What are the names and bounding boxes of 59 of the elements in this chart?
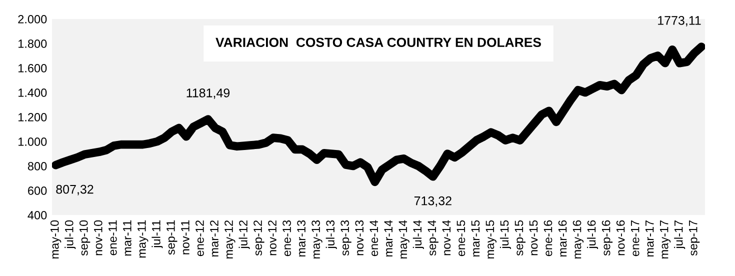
x-tick-label: jul-16: [587, 220, 598, 250]
x-tick-label: sep-14: [428, 220, 438, 256]
x-tick-label: ene-12: [196, 220, 204, 256]
y-tick-label: 400: [28, 211, 47, 220]
x-tick-label: mar-17: [646, 220, 654, 256]
x-tick-label: mar-15: [471, 220, 480, 256]
x-tick-label: may-15: [486, 220, 496, 258]
x-tick-label: mar-16: [558, 220, 567, 256]
x-tick-label: ene-16: [544, 220, 552, 256]
data-label: 807,32: [56, 184, 94, 196]
x-tick-label: mar-14: [384, 220, 393, 256]
x-tick-label: may-13: [312, 220, 322, 258]
x-tick-label: sep-12: [254, 220, 264, 256]
x-tick-label: may-11: [138, 220, 148, 258]
x-tick-label: jul-12: [238, 220, 250, 250]
x-tick-label: nov-11: [181, 220, 190, 254]
y-tick-label: 1.400: [18, 88, 47, 97]
x-tick-label: jul-14: [412, 220, 424, 250]
x-tick-label: jul-11: [152, 220, 163, 248]
x-tick-label: nov-14: [442, 220, 451, 256]
x-tick-label: ene-11: [108, 220, 117, 256]
x-tick-label: may-12: [224, 220, 236, 258]
x-tick-label: sep-11: [166, 220, 178, 255]
x-tick-label: nov-12: [268, 220, 276, 256]
x-tick-label: may-17: [660, 220, 671, 258]
x-tick-label: mar-11: [123, 220, 132, 256]
x-tick-label: mar-12: [210, 220, 218, 256]
x-tick-label: ene-13: [282, 220, 291, 256]
x-tick-label: nov-15: [529, 220, 538, 256]
x-tick-label: jul-15: [500, 220, 511, 250]
x-tick-label: nov-13: [355, 220, 364, 256]
x-tick-label: jul-10: [64, 220, 76, 250]
y-tick-label: 800: [28, 162, 47, 170]
x-tick-label: jul-17: [674, 220, 686, 250]
x-tick-label: nov-10: [94, 220, 102, 256]
text: VARIACION COSTO CASA COUNTRY EN DOLARES: [216, 38, 541, 48]
y-tick-label: 2.000: [18, 15, 47, 24]
x-tick-label: sep-15: [514, 220, 526, 256]
x-tick-label: may-14: [398, 220, 410, 258]
x-tick-label: sep-13: [340, 220, 352, 256]
y-tick-label: 1.200: [18, 113, 47, 122]
x-tick-label: ene-17: [631, 220, 640, 256]
x-tick-label: sep-17: [689, 220, 700, 256]
y-tick-label: 600: [28, 186, 47, 195]
y-tick-label: 1.800: [18, 40, 47, 48]
x-tick-label: nov-16: [616, 220, 625, 256]
x-tick-label: ene-15: [456, 220, 466, 256]
x-tick-label: may-16: [572, 220, 584, 258]
x-tick-label: may-10: [50, 220, 62, 258]
x-tick-label: ene-14: [370, 220, 378, 256]
y-tick-label: 1.600: [18, 64, 47, 72]
data-label: 713,32: [414, 196, 452, 207]
x-tick-label: mar-13: [297, 220, 306, 256]
data-label: 1773,11: [658, 16, 701, 26]
x-tick-label: sep-10: [79, 220, 90, 256]
data-label: 1181,49: [186, 88, 230, 99]
x-tick-label: sep-16: [602, 220, 613, 256]
y-tick-label: 1.000: [18, 138, 47, 146]
x-tick-label: jul-13: [326, 220, 337, 250]
